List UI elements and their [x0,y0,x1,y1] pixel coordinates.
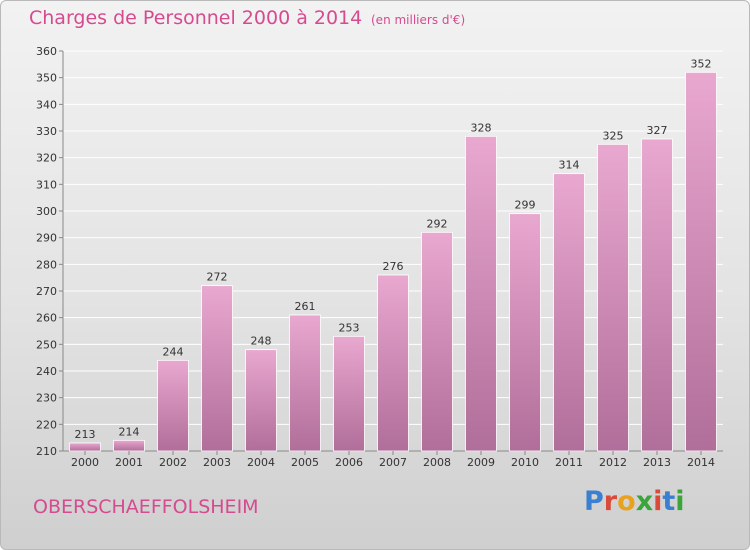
bar [641,138,673,452]
chart-subtitle: (en milliers d'€) [371,13,466,27]
proxiti-logo: Proxiti [584,486,685,517]
logo-letter: i [675,486,685,517]
bar-value-label: 314 [559,159,580,172]
y-tick-label: 330 [36,125,57,138]
bar-value-label: 292 [427,217,448,230]
y-tick-label: 340 [36,98,57,111]
bar-value-label: 328 [471,121,492,134]
y-tick-label: 320 [36,152,57,165]
x-tick-label: 2011 [555,456,583,469]
logo-letter: r [603,486,618,517]
y-tick-label: 300 [36,205,57,218]
bar [685,71,717,452]
y-tick-label: 230 [36,392,57,405]
bar-value-label: 213 [75,428,96,441]
bar-value-label: 253 [339,321,360,334]
bar-value-label: 248 [251,335,272,348]
x-tick-label: 2003 [203,456,231,469]
bar-value-label: 325 [603,129,624,142]
logo-letter: i [653,486,663,517]
x-tick-label: 2007 [379,456,407,469]
y-tick-label: 210 [36,445,57,458]
bar-value-label: 214 [119,425,140,438]
x-tick-label: 2014 [687,456,715,469]
x-tick-label: 2008 [423,456,451,469]
logo-letter: x [635,486,654,517]
x-tick-label: 2010 [511,456,539,469]
y-tick-label: 360 [36,45,57,58]
x-tick-label: 2013 [643,456,671,469]
bar-value-label: 299 [515,199,536,212]
bar-value-label: 276 [383,260,404,273]
y-tick-label: 260 [36,312,57,325]
bar-value-label: 352 [691,57,712,70]
bar [509,213,541,452]
x-tick-label: 2009 [467,456,495,469]
bar [245,349,277,452]
y-tick-label: 220 [36,418,57,431]
y-tick-label: 250 [36,338,57,351]
bar [69,442,101,452]
chart-title: Charges de Personnel 2000 à 2014 [29,7,363,29]
x-tick-label: 2006 [335,456,363,469]
bar [465,135,497,452]
bar [113,439,145,452]
y-tick-label: 270 [36,285,57,298]
y-tick-label: 280 [36,258,57,271]
x-tick-label: 2000 [71,456,99,469]
bar [157,359,189,452]
bar-value-label: 261 [295,300,316,313]
x-tick-label: 2001 [115,456,143,469]
bar [553,173,585,452]
y-tick-label: 310 [36,178,57,191]
logo-letter: o [617,486,636,517]
bar [377,274,409,452]
x-tick-label: 2012 [599,456,627,469]
y-tick-label: 290 [36,232,57,245]
bar-value-label: 327 [647,124,668,137]
bar [289,314,321,452]
location-name: OBERSCHAEFFOLSHEIM [33,496,259,518]
x-tick-label: 2002 [159,456,187,469]
x-tick-label: 2005 [291,456,319,469]
y-tick-label: 240 [36,365,57,378]
x-tick-label: 2004 [247,456,275,469]
bar [333,335,365,452]
logo-letter: t [662,486,676,517]
bar [201,285,233,452]
bar [597,143,629,452]
bar [421,231,453,452]
bar-value-label: 244 [163,345,184,358]
logo-letter: P [584,486,604,517]
bar-value-label: 272 [207,271,228,284]
y-tick-label: 350 [36,72,57,85]
